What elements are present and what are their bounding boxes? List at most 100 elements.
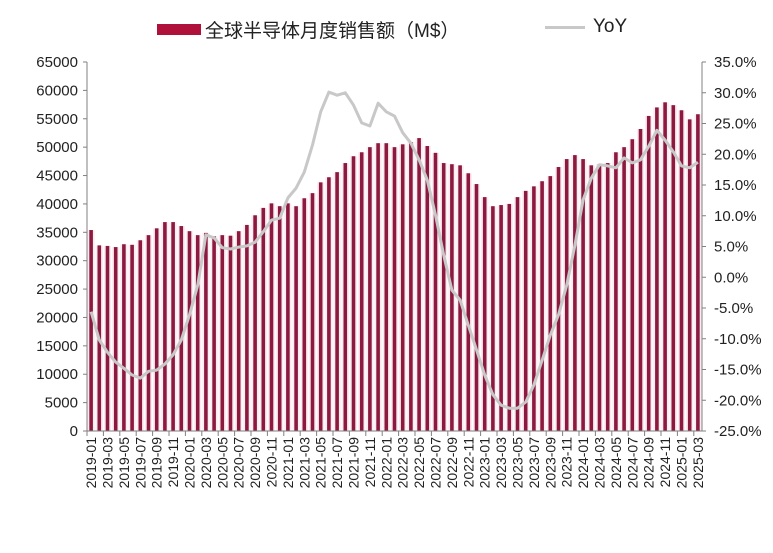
bar — [343, 163, 348, 431]
bar — [245, 224, 249, 431]
x-tick-label: 2019-01 — [83, 437, 99, 489]
bar — [663, 102, 667, 431]
x-tick-label: 2020-09 — [247, 437, 263, 489]
bar — [597, 164, 602, 431]
right-tick-label: 15.0% — [714, 177, 757, 194]
bar — [261, 207, 266, 431]
left-tick-label: 25000 — [36, 281, 78, 298]
bar — [564, 159, 569, 431]
x-tick-label: 2025-01 — [674, 437, 690, 489]
legend-label-yoy: YoY — [593, 16, 628, 37]
bar — [105, 245, 110, 431]
bar — [581, 159, 585, 431]
x-tick-label: 2022-09 — [444, 437, 460, 489]
left-tick-label: 15000 — [36, 338, 78, 355]
bar — [499, 205, 503, 431]
x-tick-label: 2019-03 — [100, 437, 116, 489]
x-tick-label: 2020-01 — [182, 437, 198, 489]
bar — [212, 236, 216, 431]
x-tick-label: 2020-07 — [231, 437, 247, 489]
bar — [425, 146, 430, 431]
left-tick-label: 60000 — [36, 82, 78, 99]
right-tick-label: 20.0% — [714, 146, 757, 163]
bar — [671, 105, 676, 431]
legend-line-swatch — [545, 25, 585, 29]
right-tick-label: 30.0% — [714, 85, 757, 102]
bar — [614, 152, 618, 432]
x-tick-label: 2022-05 — [411, 437, 427, 489]
bar — [450, 164, 454, 431]
bar — [302, 198, 307, 431]
legend-item-sales: 全球半导体月度销售额（M$） — [157, 16, 459, 43]
bar — [540, 181, 544, 431]
bar — [417, 138, 421, 431]
right-tick-label: -5.0% — [714, 300, 753, 317]
bar — [195, 235, 200, 431]
x-tick-label: 2021-07 — [329, 437, 345, 489]
left-tick-label: 30000 — [36, 253, 78, 270]
left-tick-label: 55000 — [36, 111, 78, 128]
bar — [359, 152, 364, 432]
bar — [163, 222, 167, 431]
x-tick-label: 2019-11 — [165, 437, 181, 488]
bar — [228, 235, 233, 431]
x-tick-label: 2019-07 — [132, 437, 148, 489]
bar — [204, 232, 208, 431]
bar — [368, 147, 372, 431]
bar — [384, 143, 389, 431]
bar — [523, 190, 528, 431]
right-tick-label: -20.0% — [714, 392, 762, 409]
x-tick-label: 2023-09 — [542, 437, 558, 489]
x-tick-label: 2023-01 — [477, 437, 493, 489]
left-axis-ticks: 0 5000 10000 15000 20000 25000 30000 35000 40000… — [36, 54, 87, 440]
right-tick-label: -25.0% — [714, 423, 762, 440]
x-tick-label: 2021-11 — [362, 437, 378, 488]
bar — [310, 193, 315, 431]
bar — [294, 206, 298, 431]
chart-legend: 全球半导体月度销售额（M$） YoY — [0, 16, 773, 46]
bar — [269, 203, 274, 431]
yoy-line — [89, 90, 699, 410]
left-tick-label: 10000 — [36, 366, 78, 383]
left-tick-label: 20000 — [36, 309, 78, 326]
bar — [589, 165, 594, 431]
bar — [187, 231, 192, 431]
x-tick-label: 2024-07 — [624, 437, 640, 489]
bar — [515, 197, 520, 431]
x-tick-label: 2020-11 — [264, 437, 280, 488]
bar — [146, 235, 151, 431]
right-tick-label: 25.0% — [714, 116, 757, 133]
bar — [466, 173, 471, 431]
right-tick-label: 10.0% — [714, 208, 757, 225]
bar — [130, 244, 134, 431]
right-axis-ticks: -25.0% -20.0% -15.0% -10.0% -5.0% 0.0% 5.0% 10.… — [702, 54, 762, 440]
left-tick-label: 65000 — [36, 54, 78, 71]
bar — [646, 115, 651, 431]
bar — [113, 247, 118, 431]
x-tick-label: 2025-03 — [690, 437, 706, 489]
bar — [277, 206, 282, 431]
bar — [220, 235, 225, 431]
x-tick-label: 2023-11 — [559, 437, 575, 488]
bar — [253, 215, 257, 431]
bar — [400, 144, 405, 432]
bar — [687, 119, 692, 432]
x-tick-label: 2021-01 — [280, 437, 296, 489]
bar — [605, 163, 610, 431]
x-tick-label: 2023-07 — [526, 437, 542, 489]
bar — [433, 152, 438, 432]
bar — [630, 139, 635, 431]
bar — [327, 177, 331, 431]
x-tick-label: 2023-03 — [493, 437, 509, 489]
bar — [154, 228, 159, 431]
bar — [622, 147, 626, 431]
x-tick-label: 2021-03 — [296, 437, 312, 489]
x-tick-label: 2024-09 — [641, 437, 657, 489]
legend-item-yoy: YoY — [545, 16, 627, 38]
x-tick-label: 2022-07 — [428, 437, 444, 489]
left-tick-label: 5000 — [45, 395, 78, 412]
bar — [286, 203, 290, 431]
bar — [351, 156, 356, 431]
x-tick-label: 2022-03 — [395, 437, 411, 489]
